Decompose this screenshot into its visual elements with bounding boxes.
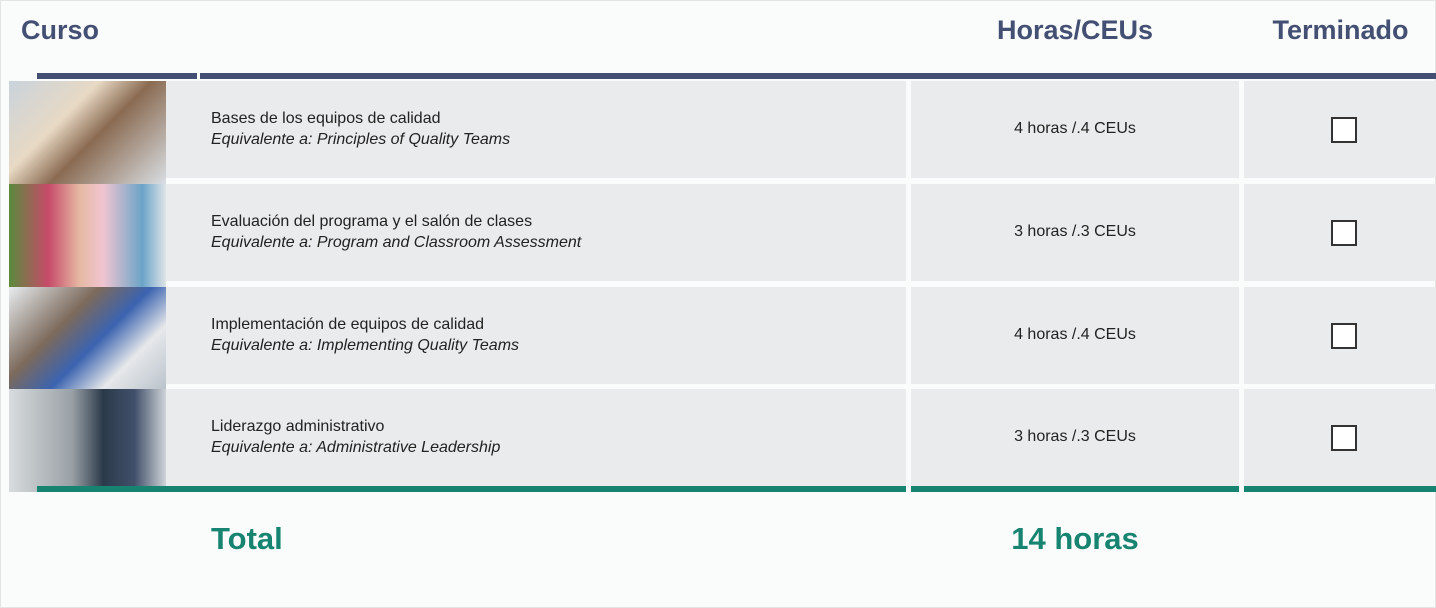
course-title: Bases de los equipos de calidad [211, 110, 441, 127]
footer-rule [37, 486, 906, 492]
course-hours: 4 horas /.4 CEUs [1014, 326, 1136, 343]
course-equivalent: Equivalente a: Implementing Quality Team… [211, 337, 520, 354]
header-rule [200, 73, 1436, 79]
course-hours: 3 horas /.3 CEUs [1014, 428, 1136, 445]
row-bg [911, 184, 1239, 281]
course-title: Liderazgo administrativo [211, 418, 385, 435]
header-done: Terminado [1272, 15, 1409, 45]
course-thumbnail [9, 81, 166, 184]
course-thumbnail [9, 184, 166, 287]
header-hours: Horas/CEUs [996, 15, 1154, 45]
row-bg [911, 287, 1239, 384]
course-equivalent: Equivalente a: Principles of Quality Tea… [211, 131, 511, 148]
footer-rule [1244, 486, 1436, 492]
row-bg [911, 81, 1239, 178]
completed-checkbox[interactable] [1331, 220, 1357, 246]
course-thumbnail [9, 287, 166, 390]
course-hours: 3 horas /.3 CEUs [1014, 223, 1136, 240]
row-bg [37, 389, 906, 486]
row-bg [37, 184, 906, 281]
total-label: Total [211, 521, 283, 556]
header-course: Curso [21, 15, 100, 45]
row-bg [37, 287, 906, 384]
row-bg [37, 81, 906, 178]
course-title: Evaluación del programa y el salón de cl… [211, 213, 533, 230]
course-hours: 4 horas /.4 CEUs [1014, 120, 1136, 137]
course-thumbnail [9, 389, 166, 492]
completed-checkbox[interactable] [1331, 323, 1357, 349]
completed-checkbox[interactable] [1331, 117, 1357, 143]
header-rule [37, 73, 197, 79]
total-value: 14 horas [1011, 521, 1139, 556]
completed-checkbox[interactable] [1331, 425, 1357, 451]
course-equivalent: Equivalente a: Administrative Leadership [211, 439, 501, 456]
footer-rule [911, 486, 1239, 492]
row-bg [911, 389, 1239, 486]
course-equivalent: Equivalente a: Program and Classroom Ass… [211, 234, 582, 251]
course-title: Implementación de equipos de calidad [211, 316, 485, 333]
